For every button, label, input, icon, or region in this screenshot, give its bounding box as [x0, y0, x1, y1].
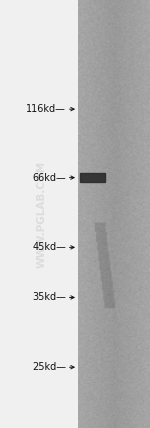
Text: WWW.PGLAB.COM: WWW.PGLAB.COM: [37, 160, 47, 268]
Bar: [80, 173, 105, 182]
Text: 66kd—: 66kd—: [32, 172, 66, 183]
Text: 116kd—: 116kd—: [26, 104, 66, 114]
Text: 35kd—: 35kd—: [32, 292, 66, 303]
Text: 45kd—: 45kd—: [32, 242, 66, 253]
Text: 25kd—: 25kd—: [32, 362, 66, 372]
